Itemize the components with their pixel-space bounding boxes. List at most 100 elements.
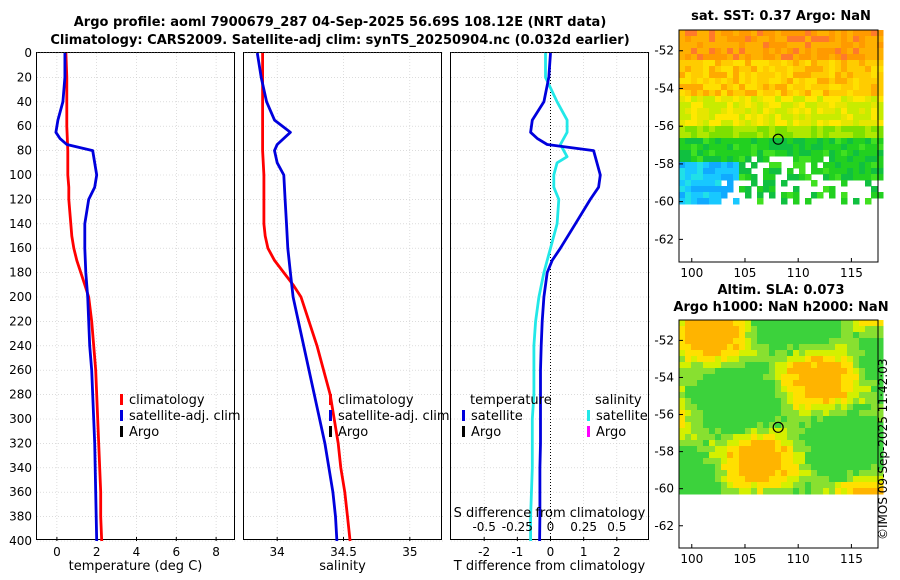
temperature-xlabel: temperature (deg C): [68, 559, 203, 574]
map-x-tick-label: 110: [787, 552, 810, 566]
salinity-legend: climatology satellite-adj. clim Argo: [329, 393, 450, 441]
map-cell: [853, 482, 860, 489]
map-cell: [841, 66, 848, 73]
map-cell: [835, 482, 842, 489]
map-cell: [787, 416, 794, 423]
map-cell: [871, 120, 878, 127]
map-cell: [823, 404, 830, 411]
map-cell: [835, 410, 842, 417]
map-cell: [739, 132, 746, 139]
map-cell: [697, 126, 704, 133]
map-cell: [727, 42, 734, 49]
map-cell: [787, 440, 794, 447]
map-cell: [763, 332, 770, 339]
map-cell: [751, 36, 758, 43]
map-cell: [691, 386, 698, 393]
map-cell: [811, 398, 818, 405]
map-cell: [853, 114, 860, 121]
map-cell: [817, 42, 824, 49]
map-cell: [859, 54, 866, 61]
map-cell: [697, 392, 704, 399]
map-cell: [739, 380, 746, 387]
map-cell: [835, 458, 842, 465]
map-cell: [679, 434, 686, 441]
map-cell: [853, 60, 860, 67]
map-cell: [697, 386, 704, 393]
map-cell: [799, 422, 806, 429]
map-cell: [739, 120, 746, 127]
map-cell: [691, 380, 698, 387]
map-cell: [679, 404, 686, 411]
map-cell: [847, 96, 854, 103]
map-cell: [781, 374, 788, 381]
map-cell: [763, 156, 770, 163]
map-cell: [715, 72, 722, 79]
map-cell: [709, 30, 716, 37]
map-cell: [703, 186, 710, 193]
map-cell: [877, 150, 884, 157]
map-cell: [745, 368, 752, 375]
map-cell: [697, 458, 704, 465]
map-cell: [775, 440, 782, 447]
map-cell: [703, 48, 710, 55]
map-cell: [709, 156, 716, 163]
map-cell: [763, 90, 770, 97]
sla-map: 100 105 110 115 -52 -54 -56 -58 -60 -62: [654, 319, 884, 566]
map-cell: [769, 96, 776, 103]
map-cell: [763, 368, 770, 375]
map-cell: [763, 476, 770, 483]
map-cell: [709, 192, 716, 199]
map-cell: [757, 54, 764, 61]
map-cell: [877, 120, 884, 127]
map-cell: [829, 132, 836, 139]
map-cell: [847, 66, 854, 73]
map-cell: [811, 102, 818, 109]
map-cell: [697, 416, 704, 423]
map-cell: [811, 60, 818, 67]
map-cell: [733, 144, 740, 151]
map-cell: [835, 398, 842, 405]
map-cell: [829, 144, 836, 151]
map-cell: [799, 108, 806, 115]
map-cell: [739, 78, 746, 85]
map-cell: [781, 458, 788, 465]
map-cell: [817, 54, 824, 61]
map-cell: [859, 416, 866, 423]
map-cell: [703, 404, 710, 411]
map-cell: [805, 374, 812, 381]
map-cell: [685, 120, 692, 127]
map-cell: [793, 464, 800, 471]
map-cell: [721, 434, 728, 441]
map-cell: [877, 54, 884, 61]
map-cell: [775, 482, 782, 489]
map-cell: [781, 126, 788, 133]
map-cell: [793, 36, 800, 43]
map-cell: [841, 440, 848, 447]
map-cell: [805, 320, 812, 327]
map-cell: [811, 338, 818, 345]
map-cell: [841, 446, 848, 453]
map-cell: [859, 428, 866, 435]
map-cell: [685, 362, 692, 369]
map-cell: [793, 66, 800, 73]
map-cell: [697, 446, 704, 453]
map-cell: [865, 66, 872, 73]
map-cell: [715, 392, 722, 399]
map-cell: [703, 192, 710, 199]
map-cell: [733, 392, 740, 399]
map-cell: [829, 156, 836, 163]
map-cell: [781, 96, 788, 103]
map-cell: [751, 452, 758, 459]
map-cell: [751, 78, 758, 85]
map-cell: [847, 90, 854, 97]
map-cell: [715, 120, 722, 127]
map-cell: [769, 78, 776, 85]
map-cell: [859, 332, 866, 339]
map-cell: [871, 84, 878, 91]
map-cell: [787, 422, 794, 429]
map-cell: [727, 338, 734, 345]
map-cell: [841, 332, 848, 339]
map-cell: [685, 344, 692, 351]
map-cell: [751, 386, 758, 393]
map-cell: [697, 30, 704, 37]
